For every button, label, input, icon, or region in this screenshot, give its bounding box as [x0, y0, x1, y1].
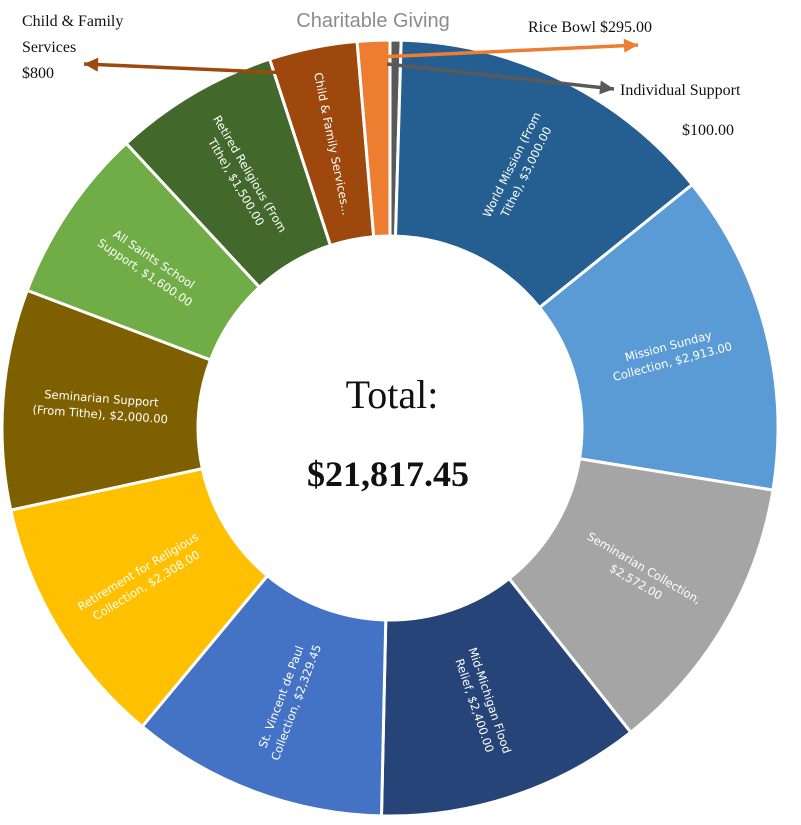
callout-label-child-family-services: Services [22, 39, 76, 56]
slice-mid-michigan-flood-relief [379, 576, 633, 818]
callout-line-rice-bowl [377, 43, 639, 59]
callout-arrowhead-child-family-services [84, 57, 99, 72]
callout-label-individual-support: $100.00 [682, 122, 734, 139]
callout-arrowhead-individual-support [599, 80, 614, 95]
slice-world-mission-from-tithe [393, 38, 695, 310]
callout-line-child-family-services [83, 62, 291, 75]
slice-mission-sunday-collection [537, 182, 780, 492]
callout-arrowhead-rice-bowl [623, 38, 638, 53]
slice-rice-bowl [355, 38, 392, 239]
total-value: $21,817.45 [307, 454, 469, 494]
callout-line-individual-support [386, 62, 615, 91]
callout-label-rice-bowl: Rice Bowl $295.00 [528, 19, 652, 36]
slice-seminarian-collection [507, 457, 775, 735]
callout-label-child-family-services: $800 [22, 65, 54, 82]
callout-label-child-family-services: Child & Family [22, 13, 123, 30]
total-label: Total: [346, 372, 439, 417]
callout-label-individual-support: Individual Support [620, 82, 741, 99]
chart-title: Charitable Giving [296, 10, 449, 32]
